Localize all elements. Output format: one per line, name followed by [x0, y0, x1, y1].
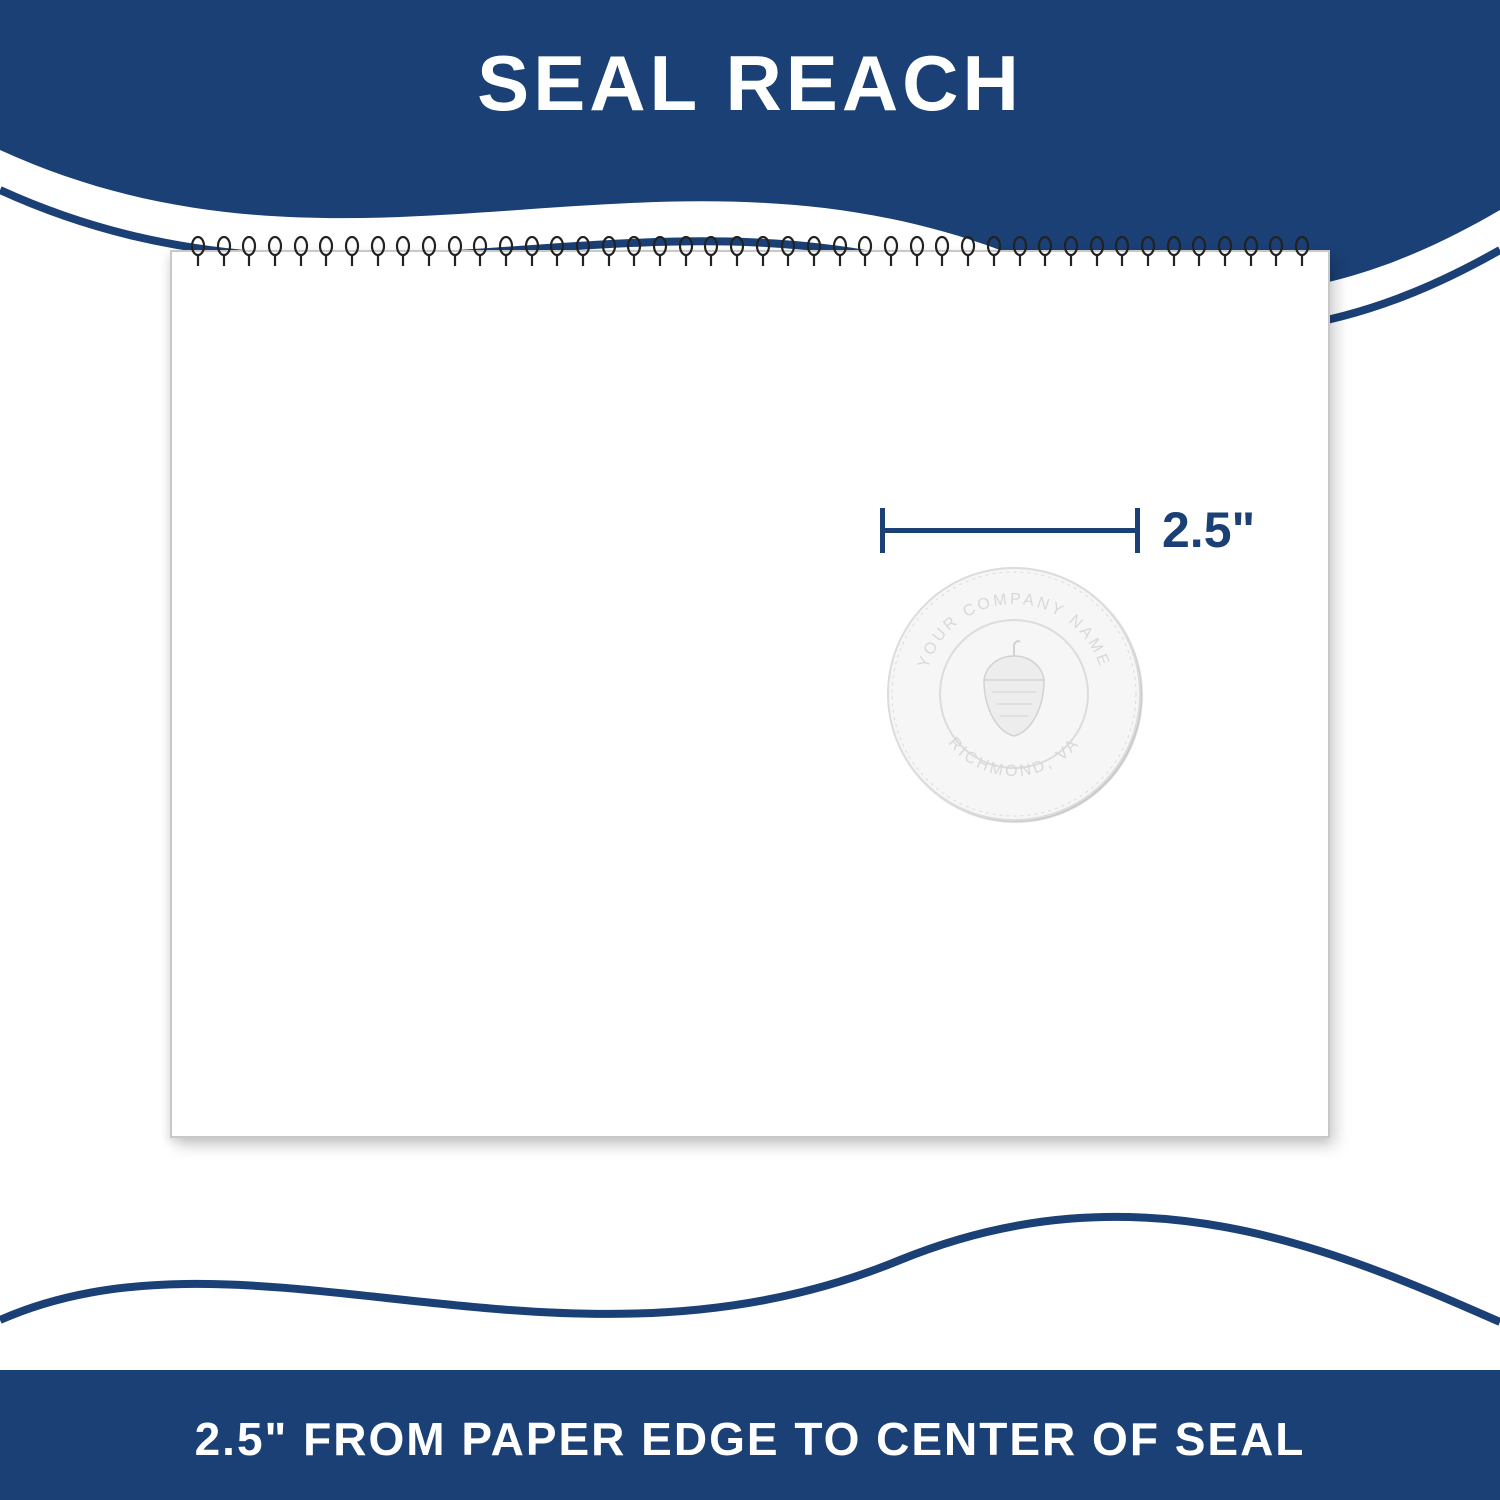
spiral-coil-icon — [190, 236, 206, 268]
spiral-coil-icon — [652, 236, 668, 268]
spiral-coil-icon — [857, 236, 873, 268]
spiral-coil-icon — [216, 236, 232, 268]
page-title: SEAL REACH — [0, 38, 1500, 129]
spiral-coil-icon — [421, 236, 437, 268]
spiral-coil-icon — [447, 236, 463, 268]
spiral-coil-icon — [241, 236, 257, 268]
spiral-coil-icon — [934, 236, 950, 268]
spiral-coil-icon — [318, 236, 334, 268]
spiral-coil-icon — [601, 236, 617, 268]
measurement-indicator: 2.5" — [880, 500, 1395, 560]
spiral-coil-icon — [498, 236, 514, 268]
spiral-coil-icon — [986, 236, 1002, 268]
spiral-coil-icon — [395, 236, 411, 268]
spiral-coil-icon — [678, 236, 694, 268]
spiral-coil-icon — [806, 236, 822, 268]
embossed-seal-icon: YOUR COMPANY NAME RICHMOND, VA — [880, 560, 1148, 828]
spiral-coil-icon — [1268, 236, 1284, 268]
spiral-coil-icon — [1114, 236, 1130, 268]
spiral-coil-icon — [549, 236, 565, 268]
spiral-coil-icon — [1217, 236, 1233, 268]
spiral-coil-icon — [524, 236, 540, 268]
spiral-coil-icon — [1012, 236, 1028, 268]
spiral-coil-icon — [293, 236, 309, 268]
spiral-coil-icon — [1037, 236, 1053, 268]
spiral-coil-icon — [370, 236, 386, 268]
spiral-coil-icon — [960, 236, 976, 268]
footer-caption: 2.5" FROM PAPER EDGE TO CENTER OF SEAL — [0, 1412, 1500, 1466]
spiral-coil-icon — [472, 236, 488, 268]
spiral-coil-icon — [1191, 236, 1207, 268]
measurement-value: 2.5" — [1162, 501, 1255, 559]
spiral-coil-icon — [1089, 236, 1105, 268]
spiral-coil-icon — [575, 236, 591, 268]
spiral-coil-icon — [1063, 236, 1079, 268]
spiral-coil-icon — [755, 236, 771, 268]
spiral-coil-icon — [1166, 236, 1182, 268]
spiral-coil-icon — [267, 236, 283, 268]
spiral-coil-icon — [1140, 236, 1156, 268]
spiral-coil-icon — [703, 236, 719, 268]
spiral-coil-icon — [909, 236, 925, 268]
spiral-coil-icon — [883, 236, 899, 268]
spiral-coil-icon — [1294, 236, 1310, 268]
spiral-coil-icon — [344, 236, 360, 268]
spiral-coil-icon — [1243, 236, 1259, 268]
notepad-illustration — [170, 250, 1330, 1138]
spiral-binding — [190, 234, 1310, 270]
measurement-line — [880, 528, 1140, 533]
spiral-coil-icon — [729, 236, 745, 268]
spiral-coil-icon — [832, 236, 848, 268]
spiral-coil-icon — [780, 236, 796, 268]
spiral-coil-icon — [626, 236, 642, 268]
